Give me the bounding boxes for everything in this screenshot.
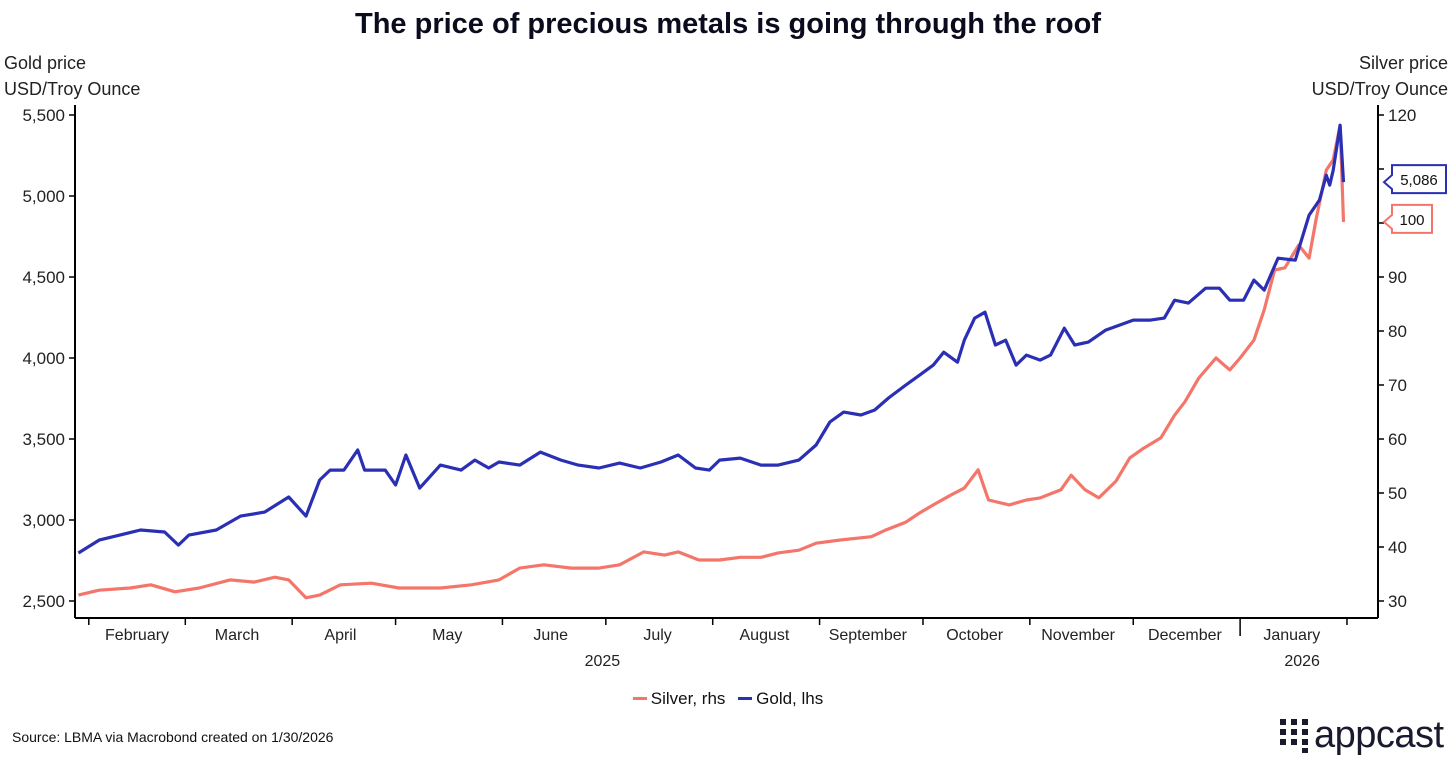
- right-axis-tick-label: 30: [1388, 592, 1407, 611]
- left-axis-tick-label: 5,000: [22, 187, 65, 206]
- gold-last-value-box: [1382, 164, 1447, 195]
- right-axis-tick-label: 120: [1388, 106, 1416, 125]
- month-label: February: [105, 627, 169, 644]
- legend-label-gold: Gold, lhs: [756, 688, 824, 708]
- appcast-logo-icon: [1280, 718, 1308, 753]
- right-axis-title-line2: USD/Troy Ounce: [1311, 79, 1448, 99]
- year-label: 2025: [585, 653, 621, 670]
- month-label: December: [1148, 627, 1222, 644]
- month-label: January: [1263, 627, 1320, 644]
- left-axis-title-line1: Gold price: [4, 53, 87, 73]
- left-axis-tick-label: 4,500: [22, 268, 65, 287]
- left-axis-tick-label: 2,500: [22, 592, 65, 611]
- gold-last-value-label: 5,086: [1400, 172, 1438, 189]
- legend-item-silver: Silver, rhs: [632, 688, 726, 709]
- left-axis-title: Gold price USD/Troy Ounce: [4, 50, 140, 102]
- legend-item-gold: Gold, lhs: [738, 689, 823, 709]
- right-axis-tick-label: 70: [1388, 376, 1407, 395]
- right-axis-tick-label: 40: [1388, 538, 1407, 557]
- month-label: March: [215, 627, 259, 644]
- year-label: 2026: [1284, 653, 1320, 670]
- right-axis-tick-label: 60: [1388, 430, 1407, 449]
- appcast-logo-text: appcast: [1314, 714, 1444, 756]
- silver-last-value-box: [1382, 203, 1433, 234]
- legend-swatch-gold: [738, 697, 753, 700]
- series-line-gold: [77, 123, 1346, 555]
- month-label: August: [740, 627, 790, 644]
- left-axis-tick-label: 4,000: [22, 349, 65, 368]
- legend-label-silver: Silver, rhs: [650, 688, 726, 708]
- left-axis-title-line2: USD/Troy Ounce: [4, 79, 141, 99]
- legend-swatch-silver: [632, 697, 647, 700]
- right-axis-tick-label: 80: [1388, 322, 1407, 341]
- month-label: June: [533, 627, 568, 644]
- right-axis-tick-label: 90: [1388, 268, 1407, 287]
- right-axis-title-line1: Silver price: [1358, 53, 1448, 73]
- chart-title: The price of precious metals is going th…: [355, 8, 1101, 40]
- source-note: Source: LBMA via Macrobond created on 1/…: [12, 729, 334, 745]
- right-axis-title: Silver price USD/Troy Ounce: [1312, 50, 1448, 102]
- legend: Silver, rhs Gold, lhs: [0, 685, 1456, 709]
- appcast-logo: appcast: [1280, 714, 1444, 757]
- month-label: November: [1041, 627, 1115, 644]
- series-line-silver: [78, 123, 1346, 600]
- month-label: July: [643, 627, 671, 644]
- left-axis-tick-label: 5,500: [22, 106, 65, 125]
- month-label: October: [946, 627, 1004, 644]
- silver-last-value-label: 100: [1399, 212, 1424, 229]
- right-axis-tick-label: 50: [1388, 484, 1407, 503]
- left-axis-tick-label: 3,000: [22, 511, 65, 530]
- month-label: April: [324, 627, 356, 644]
- month-label: May: [432, 627, 462, 644]
- month-label: September: [829, 627, 908, 644]
- left-axis-tick-label: 3,500: [22, 430, 65, 449]
